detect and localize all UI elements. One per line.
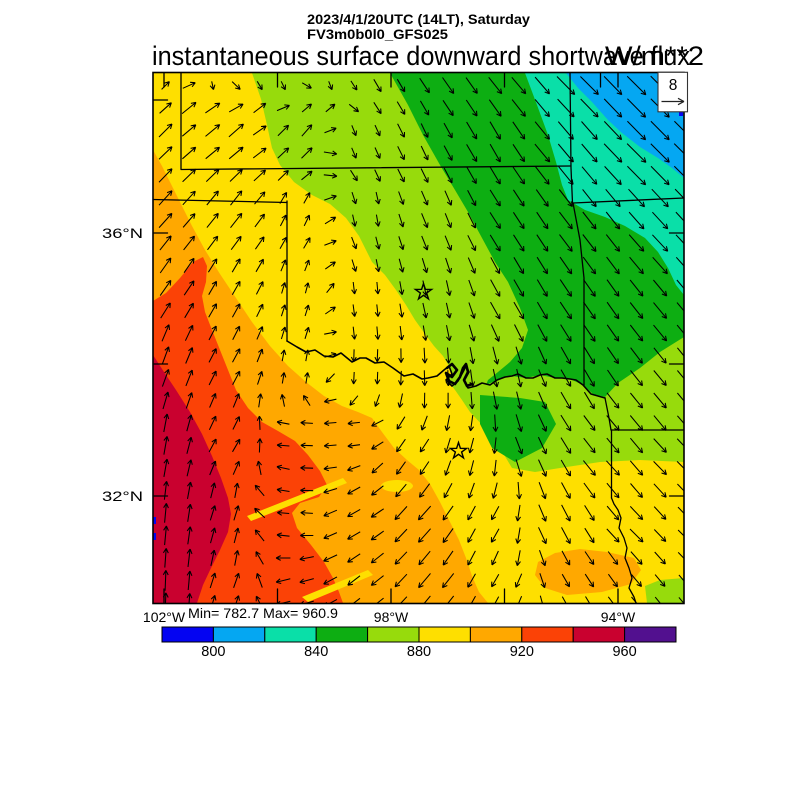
- svg-text:102°W: 102°W: [143, 609, 186, 625]
- svg-text:36°N: 36°N: [102, 225, 143, 241]
- svg-text:W/m**2: W/m**2: [605, 41, 704, 71]
- svg-text:800: 800: [201, 644, 225, 660]
- svg-text:880: 880: [407, 644, 431, 660]
- svg-text:94°W: 94°W: [601, 609, 636, 625]
- svg-text:instantaneous surface downward: instantaneous surface downward shortwave…: [152, 41, 690, 71]
- svg-text:32°N: 32°N: [102, 488, 143, 504]
- svg-text:Min= 782.7 Max= 960.9: Min= 782.7 Max= 960.9: [188, 605, 338, 621]
- svg-text:920: 920: [510, 644, 534, 660]
- svg-text:2023/4/1/20UTC (14LT), Saturda: 2023/4/1/20UTC (14LT), Saturday: [307, 12, 531, 27]
- svg-text:840: 840: [304, 644, 328, 660]
- svg-text:98°W: 98°W: [374, 609, 409, 625]
- svg-text:8: 8: [669, 77, 678, 94]
- svg-text:FV3m0b0l0_GFS025: FV3m0b0l0_GFS025: [307, 27, 449, 42]
- svg-text:960: 960: [612, 644, 636, 660]
